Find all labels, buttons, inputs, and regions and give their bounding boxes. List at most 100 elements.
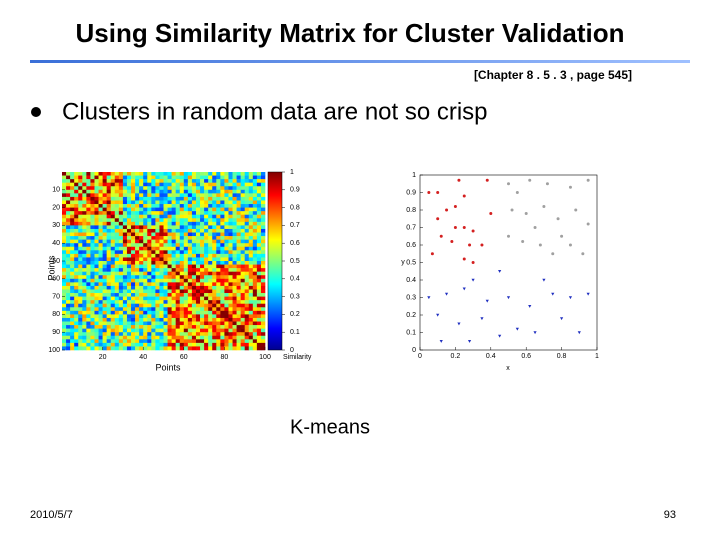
heat-cell bbox=[187, 225, 193, 230]
heat-cell bbox=[208, 342, 213, 347]
heat-cell bbox=[212, 321, 217, 326]
heat-cell bbox=[191, 218, 197, 223]
heat-cell bbox=[86, 342, 91, 347]
heat-cell bbox=[171, 268, 176, 272]
heat-cell bbox=[98, 325, 103, 329]
heat-cell bbox=[151, 346, 156, 351]
heat-cell bbox=[187, 307, 193, 312]
heat-cell bbox=[163, 289, 168, 294]
heat-cell bbox=[248, 186, 254, 191]
heat-cell bbox=[212, 278, 217, 283]
heat-cell bbox=[143, 339, 148, 344]
heat-cell bbox=[62, 268, 67, 272]
heat-cell bbox=[143, 214, 148, 219]
heat-cell bbox=[62, 175, 67, 180]
heat-cell bbox=[236, 317, 241, 322]
heat-cell bbox=[78, 282, 83, 287]
heat-cell bbox=[175, 186, 181, 191]
heat-cell bbox=[252, 314, 258, 319]
heat-cell bbox=[70, 228, 75, 233]
heat-cell bbox=[66, 289, 71, 294]
heat-cell bbox=[224, 289, 229, 294]
heat-cell bbox=[232, 321, 237, 326]
heat-cell bbox=[183, 325, 189, 329]
heat-cell bbox=[204, 218, 209, 223]
heat-cell bbox=[236, 246, 241, 251]
heat-cell bbox=[131, 246, 136, 251]
heat-cell bbox=[143, 200, 148, 205]
heat-cell bbox=[183, 271, 189, 276]
heat-cell bbox=[139, 193, 144, 198]
heat-cell bbox=[187, 186, 193, 191]
heat-cell bbox=[78, 303, 83, 308]
heat-cell bbox=[179, 346, 185, 351]
heat-cell bbox=[90, 221, 95, 226]
heat-cell bbox=[167, 293, 172, 297]
heat-cell bbox=[114, 328, 120, 333]
heat-cell bbox=[143, 172, 148, 176]
heat-cell bbox=[78, 236, 83, 240]
heat-cell bbox=[118, 328, 124, 333]
heat-cell bbox=[78, 307, 83, 312]
heat-cell bbox=[118, 172, 124, 176]
heat-cell bbox=[208, 335, 213, 340]
heat-cell bbox=[171, 296, 176, 301]
heat-cell bbox=[248, 278, 254, 283]
point bbox=[471, 261, 475, 264]
heat-cell bbox=[256, 289, 262, 294]
heat-cell bbox=[204, 285, 209, 290]
heat-cell bbox=[179, 189, 185, 194]
heat-cell bbox=[195, 303, 201, 308]
heat-cell bbox=[106, 200, 112, 205]
heat-cell bbox=[102, 335, 107, 340]
heat-cell bbox=[135, 179, 140, 183]
heat-cell bbox=[66, 275, 71, 280]
heat-cell bbox=[131, 264, 136, 269]
heat-cell bbox=[90, 189, 95, 194]
heat-cell bbox=[212, 189, 217, 194]
heat-cell bbox=[90, 268, 95, 272]
heat-cell bbox=[244, 225, 250, 230]
heat-cell bbox=[139, 300, 144, 305]
heat-cell bbox=[204, 253, 209, 258]
heat-cell bbox=[224, 275, 229, 280]
heat-cell bbox=[114, 172, 120, 176]
heat-cell bbox=[252, 243, 258, 248]
heat-cell bbox=[260, 285, 266, 290]
heat-cell bbox=[256, 193, 262, 198]
heat-cell bbox=[216, 200, 221, 205]
heat-cell bbox=[216, 328, 221, 333]
heat-cell bbox=[200, 182, 205, 187]
heat-cell bbox=[74, 211, 79, 216]
heat-cell bbox=[106, 179, 112, 183]
heat-cell bbox=[167, 261, 172, 265]
heat-cell bbox=[163, 228, 168, 233]
heat-cell bbox=[139, 207, 144, 212]
heat-cell bbox=[147, 296, 152, 301]
heat-cell bbox=[232, 328, 237, 333]
heat-cell bbox=[252, 261, 258, 265]
heat-cell bbox=[195, 271, 201, 276]
heat-cell bbox=[118, 303, 124, 308]
heat-cell bbox=[175, 196, 181, 201]
heat-cell bbox=[74, 239, 79, 244]
heat-cell bbox=[155, 221, 160, 226]
heat-cell bbox=[94, 207, 99, 212]
heat-cell bbox=[260, 228, 266, 233]
heat-cell bbox=[102, 325, 107, 329]
heat-cell bbox=[147, 172, 152, 176]
heat-cell bbox=[147, 303, 152, 308]
point bbox=[453, 205, 457, 208]
heat-cell bbox=[139, 257, 144, 262]
heat-cell bbox=[179, 321, 185, 326]
heat-cell bbox=[70, 328, 75, 333]
heat-cell bbox=[143, 296, 148, 301]
heat-cell bbox=[66, 268, 71, 272]
scatter-frame bbox=[419, 174, 598, 351]
heat-cell bbox=[70, 243, 75, 248]
heat-cell bbox=[252, 268, 258, 272]
heat-cell bbox=[139, 175, 144, 180]
heat-cell bbox=[147, 321, 152, 326]
heat-cell bbox=[171, 314, 176, 319]
point bbox=[453, 226, 457, 229]
